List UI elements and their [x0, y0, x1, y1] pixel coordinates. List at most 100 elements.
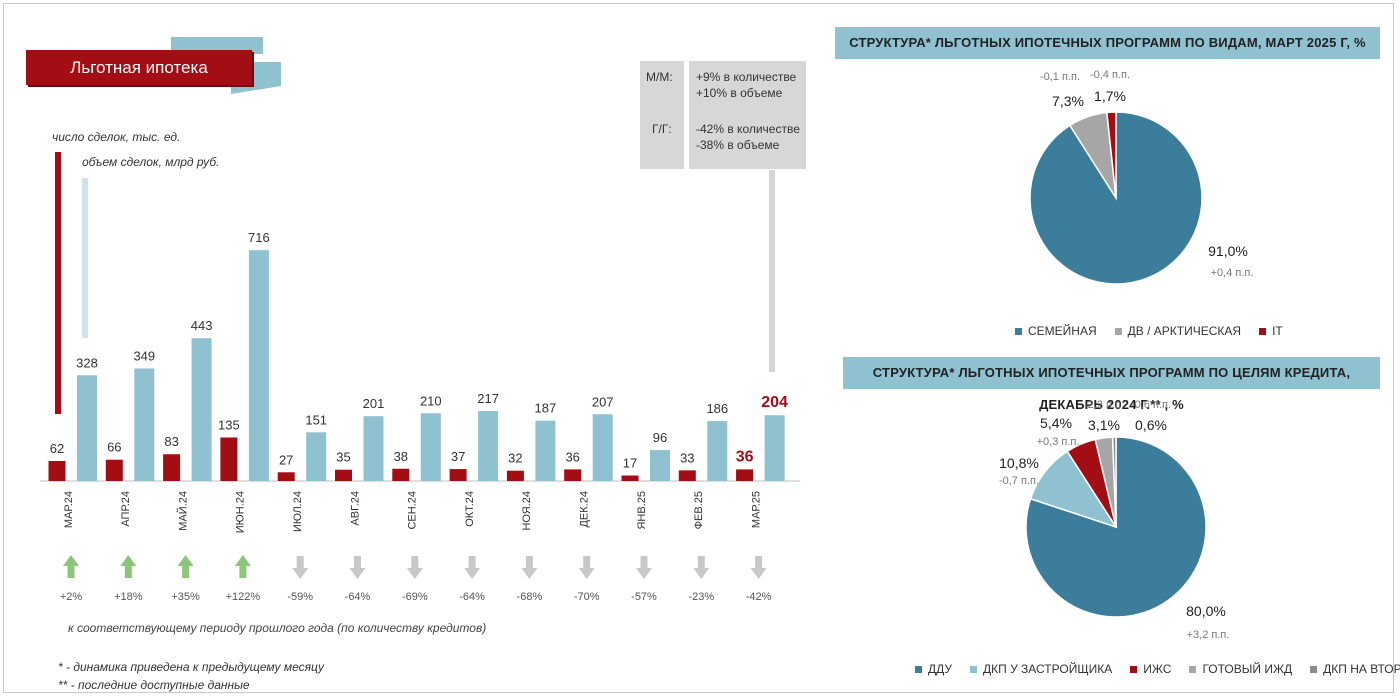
- data-label-volume: 186: [706, 401, 728, 416]
- yoy-change-label: -69%: [402, 591, 428, 603]
- pie-change-label: -0,1 п.п.: [1040, 71, 1080, 83]
- bar-count: [678, 470, 696, 481]
- pie-value-label: 1,7%: [1094, 88, 1126, 104]
- tick-label-category: ДЕК.24: [579, 491, 591, 528]
- data-label-count: 66: [107, 440, 121, 455]
- info-box-values: +9% в количестве +10% в объеме -42% в ко…: [689, 61, 806, 169]
- yoy-caption: к соответствующему периоду прошлого года…: [68, 621, 487, 635]
- bar-volume: [77, 375, 97, 481]
- legend-volume-marker: [82, 178, 88, 338]
- pie-value-label: 7,3%: [1052, 93, 1084, 109]
- bar-count: [564, 469, 582, 481]
- arrow-down-icon: [693, 556, 710, 579]
- legend-swatch: [1130, 665, 1138, 673]
- legend-swatch: [1114, 327, 1122, 335]
- pie-change-label: +3,2 п.п.: [1187, 629, 1230, 641]
- pie-value-label: 5,4%: [1040, 415, 1072, 431]
- bar-volume: [707, 421, 728, 481]
- yoy-change-label: +122%: [226, 591, 261, 603]
- bar-volume: [363, 416, 384, 481]
- legend-swatch: [1259, 327, 1267, 335]
- legend-volume-label: объем сделок, млрд руб.: [82, 155, 220, 169]
- legend-label: ДКП НА ВТОРИЧКЕ: [1323, 662, 1400, 676]
- legend-count-marker: [55, 152, 61, 414]
- arrow-up-icon: [177, 555, 194, 578]
- tick-label-category: ИЮН.24: [235, 491, 247, 533]
- legend-item: IT: [1259, 324, 1283, 338]
- bar-count: [163, 454, 181, 481]
- data-label-count: 17: [623, 456, 637, 471]
- legend-label: IT: [1272, 324, 1283, 338]
- yoy-change-label: -57%: [631, 591, 657, 603]
- bar-count: [220, 437, 238, 481]
- tick-label-category: МАЙ.24: [176, 491, 189, 531]
- legend-swatch: [1015, 327, 1022, 335]
- bar-count: [736, 469, 754, 481]
- bar-volume: [535, 420, 556, 481]
- data-label-count: 36: [565, 449, 579, 464]
- data-label-volume: 96: [653, 430, 667, 445]
- pie-value-label: 0,6%: [1135, 417, 1167, 433]
- legend-label: СЕМЕЙНАЯ: [1028, 324, 1097, 338]
- data-label-volume: 328: [76, 355, 98, 370]
- pie1-legend: СЕМЕЙНАЯ ДВ / АРКТИЧЕСКАЯ IT: [1015, 324, 1283, 338]
- tick-label-category: ФЕВ.25: [693, 491, 705, 529]
- legend-item: ГОТОВЫЙ ИЖД: [1189, 662, 1292, 676]
- data-label-count: 135: [218, 417, 240, 432]
- pie-change-label: -0,6 п.п.: [1131, 399, 1171, 411]
- bar-volume: [478, 411, 499, 481]
- legend-swatch: [1189, 665, 1197, 673]
- info-mm-label: М/М:: [646, 70, 673, 84]
- pie1-title: СТРУКТУРА* ЛЬГОТНЫХ ИПОТЕЧНЫХ ПРОГРАММ П…: [835, 27, 1380, 59]
- legend-swatch: [915, 665, 922, 673]
- arrow-up-icon: [234, 555, 251, 578]
- arrow-down-icon: [521, 556, 538, 579]
- info-mm-line1: +9% в количестве: [696, 70, 797, 84]
- data-label-volume: 210: [420, 393, 442, 408]
- yoy-change-label: -23%: [688, 591, 714, 603]
- data-label-count: 27: [279, 452, 293, 467]
- legend-item: ДКП У ЗАСТРОЙЩИКА: [970, 662, 1112, 676]
- data-label-count: 35: [336, 450, 350, 465]
- footnote-2: ** - последние доступные данные: [58, 678, 250, 692]
- bar-count: [48, 461, 66, 481]
- tick-label-category: ИЮЛ.24: [292, 491, 304, 532]
- pie2-title: СТРУКТУРА* ЛЬГОТНЫХ ИПОТЕЧНЫХ ПРОГРАММ П…: [843, 357, 1380, 412]
- legend-label: ДДУ: [928, 662, 953, 676]
- legend-label: ДВ / АРКТИЧЕСКАЯ: [1127, 324, 1242, 338]
- legend-item: СЕМЕЙНАЯ: [1015, 324, 1097, 338]
- bar-volume: [592, 414, 613, 481]
- bar-volume: [420, 413, 441, 481]
- data-label-count: 36: [736, 448, 754, 465]
- page-title: Льготная ипотека: [26, 50, 252, 85]
- data-label-count: 32: [508, 451, 522, 466]
- bar-count: [335, 469, 352, 481]
- footnote-1: * - динамика приведена к предыдущему мес…: [58, 660, 325, 674]
- tick-label-category: ОКТ.24: [464, 491, 476, 527]
- arrow-down-icon: [636, 556, 652, 579]
- data-label-volume: 207: [592, 394, 614, 409]
- bar-count: [277, 472, 295, 481]
- legend-item: ИЖС: [1130, 662, 1171, 676]
- legend-swatch: [1310, 665, 1318, 673]
- data-label-volume: 349: [133, 348, 155, 363]
- data-label-volume: 151: [305, 412, 327, 427]
- pie-change-label: +0,4 п.п.: [1211, 267, 1254, 279]
- arrow-up-icon: [120, 555, 137, 578]
- arrow-down-icon: [292, 556, 309, 579]
- tick-label-category: ЯНВ.25: [636, 491, 648, 530]
- arrow-up-icon: [63, 555, 79, 578]
- bar-count: [506, 470, 524, 481]
- bar-volume: [306, 432, 327, 481]
- info-mm-line2: +10% в объеме: [696, 86, 783, 100]
- pie-slice: [1111, 436, 1117, 528]
- data-label-volume: 443: [191, 318, 213, 333]
- pie-change-label: -0,7 п.п.: [999, 475, 1039, 487]
- bar-count: [105, 459, 123, 481]
- yoy-change-label: +2%: [60, 591, 83, 603]
- bar-count: [392, 468, 410, 481]
- info-yy-line1: -42% в количестве: [696, 122, 800, 136]
- info-box-labels: М/М: Г/Г:: [640, 61, 684, 169]
